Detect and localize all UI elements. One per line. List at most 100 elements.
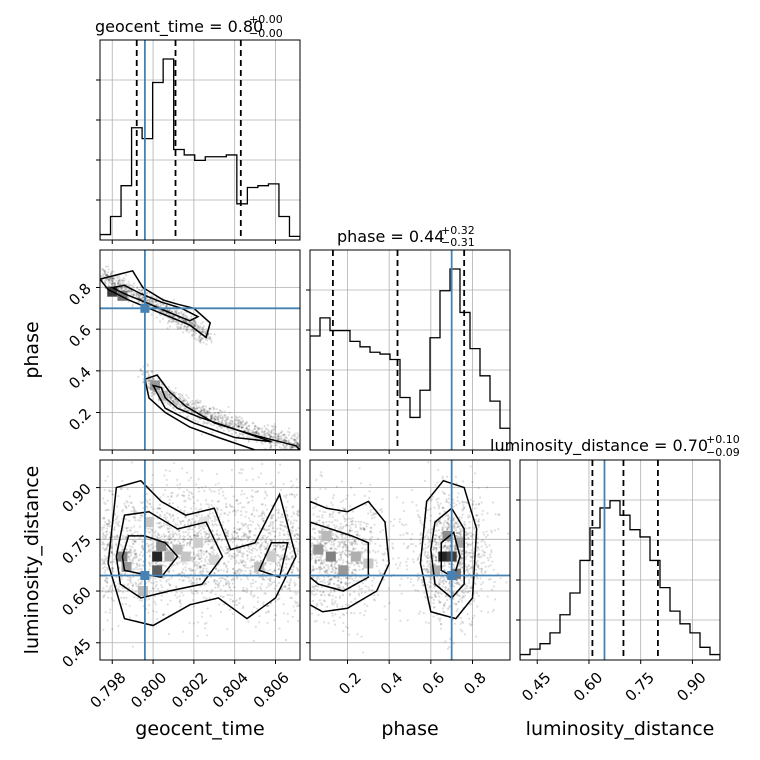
- sample-point: [300, 622, 302, 624]
- sample-point: [229, 505, 232, 508]
- sample-point: [165, 523, 168, 526]
- sample-point: [252, 595, 255, 598]
- sample-point: [471, 533, 474, 536]
- sample-point: [458, 536, 462, 539]
- sample-point: [132, 506, 135, 509]
- sample-point: [405, 523, 408, 526]
- sample-point: [290, 437, 293, 440]
- sample-point: [348, 541, 351, 544]
- sample-point: [133, 507, 136, 510]
- sample-point: [290, 596, 293, 599]
- sample-point: [289, 547, 292, 550]
- sample-point: [173, 461, 176, 465]
- sample-point: [434, 590, 438, 593]
- sample-point: [433, 538, 436, 542]
- sample-point: [264, 564, 267, 567]
- sample-point: [151, 530, 154, 533]
- sample-point: [239, 547, 242, 550]
- sample-point: [202, 404, 205, 408]
- sample-point: [167, 571, 170, 574]
- sample-point: [130, 290, 134, 293]
- sample-point: [240, 433, 243, 436]
- sample-point: [228, 593, 231, 596]
- sample-point: [466, 551, 469, 554]
- sample-point: [436, 481, 439, 484]
- sample-point: [227, 538, 230, 541]
- sample-point: [296, 442, 300, 445]
- sample-point: [458, 502, 461, 505]
- sample-point: [297, 556, 299, 558]
- sample-point: [373, 523, 376, 526]
- sample-point: [444, 595, 447, 598]
- sample-point: [291, 506, 294, 509]
- sample-point: [197, 335, 201, 339]
- sample-point: [240, 421, 243, 424]
- sample-point: [209, 546, 212, 550]
- sample-point: [486, 534, 489, 537]
- sample-point: [107, 279, 110, 282]
- sample-point: [447, 522, 450, 525]
- sample-point: [286, 587, 289, 591]
- sample-point: [192, 553, 196, 556]
- sample-point: [135, 554, 138, 557]
- sample-point: [172, 319, 175, 323]
- sample-point: [342, 542, 345, 545]
- sample-point: [211, 512, 215, 515]
- sample-point: [226, 548, 229, 551]
- sample-point: [169, 538, 172, 541]
- sample-point: [216, 579, 219, 582]
- sample-point: [278, 534, 281, 537]
- sample-point: [135, 292, 139, 295]
- sample-point: [201, 328, 204, 331]
- sample-point: [152, 377, 155, 380]
- sample-point: [199, 340, 202, 343]
- sample-point: [452, 505, 455, 508]
- sample-point: [445, 500, 448, 503]
- sample-point: [227, 519, 230, 522]
- sample-point: [461, 508, 464, 511]
- sample-point: [164, 304, 168, 307]
- sample-point: [264, 547, 267, 551]
- sample-point: [234, 431, 238, 434]
- sample-point: [272, 425, 275, 428]
- sample-point: [311, 535, 314, 538]
- sample-point: [147, 561, 151, 564]
- sample-point: [204, 405, 208, 408]
- sample-point: [279, 524, 282, 527]
- sample-point: [201, 405, 204, 408]
- sample-point: [178, 536, 181, 539]
- sample-point: [292, 445, 295, 448]
- sample-point: [247, 537, 250, 540]
- sample-point: [239, 468, 242, 471]
- sample-point: [115, 544, 118, 547]
- sample-point: [114, 537, 117, 540]
- sample-point: [139, 289, 143, 293]
- sample-point: [286, 513, 289, 516]
- sample-point: [148, 598, 151, 601]
- sample-point: [111, 490, 114, 493]
- sample-point: [171, 400, 174, 403]
- sample-point: [117, 281, 120, 284]
- sample-point: [346, 554, 349, 557]
- sample-point: [257, 432, 260, 435]
- sample-point: [132, 293, 135, 296]
- sample-point: [102, 587, 105, 590]
- sample-point: [296, 550, 299, 553]
- sample-point: [328, 582, 331, 586]
- histogram-phase: [310, 250, 510, 450]
- sample-point: [454, 561, 457, 564]
- sample-point: [106, 544, 109, 547]
- sample-point: [234, 423, 237, 426]
- sample-point: [422, 612, 425, 615]
- sample-point: [183, 319, 186, 322]
- sample-point: [200, 535, 203, 538]
- sample-point: [194, 320, 197, 323]
- sample-point: [218, 603, 221, 606]
- sample-point: [295, 443, 298, 446]
- sample-point: [136, 596, 139, 600]
- sample-point: [228, 423, 231, 426]
- sample-point: [212, 417, 215, 420]
- sample-point: [111, 283, 114, 286]
- sample-point: [213, 333, 216, 336]
- sample-point: [241, 539, 244, 542]
